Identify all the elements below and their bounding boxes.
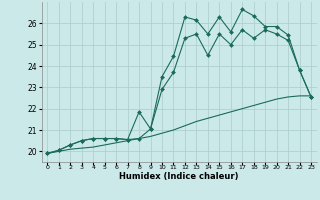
X-axis label: Humidex (Indice chaleur): Humidex (Indice chaleur) (119, 172, 239, 181)
